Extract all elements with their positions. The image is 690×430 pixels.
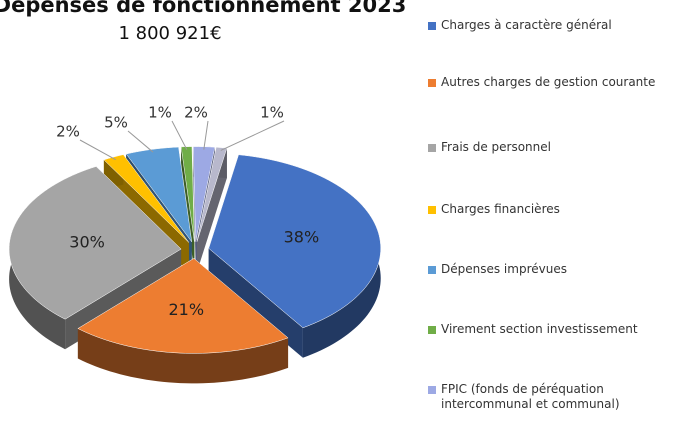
legend-swatch [428, 326, 436, 334]
slice-group [77, 258, 289, 384]
legend-swatch [428, 22, 436, 30]
slice [208, 154, 381, 329]
data-label: 2% [56, 123, 80, 141]
slice [8, 166, 182, 320]
legend-swatch [428, 386, 436, 394]
data-label: 5% [104, 114, 128, 132]
legend-entry: Virement section investissement [428, 322, 688, 337]
legend-entry: Frais de personnel [428, 140, 688, 155]
legend-entry: Dépenses imprévues [428, 262, 688, 277]
legend-entry: Autres charges de gestion courante [428, 75, 688, 90]
data-label: 1% [260, 104, 284, 122]
leader-line [127, 130, 154, 153]
data-label: 21% [169, 300, 205, 319]
slice [125, 146, 193, 242]
legend-swatch [428, 206, 436, 214]
legend-label: Dépenses imprévues [441, 262, 567, 276]
data-label: 30% [69, 233, 105, 252]
slice-group [208, 154, 381, 358]
slice [180, 146, 195, 242]
leader-line [79, 139, 116, 161]
legend-swatch [428, 144, 436, 152]
legend-label: FPIC (fonds de péréquation intercommunal… [441, 382, 620, 411]
data-label: 38% [284, 227, 320, 246]
slice-group [196, 147, 228, 272]
legend-label: Autres charges de gestion courante [441, 75, 656, 89]
legend-entry: Charges à caractère général [428, 18, 688, 33]
legend-swatch [428, 266, 436, 274]
leader-line [171, 120, 188, 150]
leader-line [203, 120, 209, 150]
legend-label: Charges à caractère général [441, 18, 612, 32]
slice-side [196, 148, 227, 272]
slice [103, 154, 190, 243]
slice-wall [77, 328, 289, 384]
data-label: 2% [184, 104, 208, 122]
chart-title: Dépenses de fonctionnement 2023 [0, 0, 406, 17]
legend-label: Frais de personnel [441, 140, 551, 154]
legend-swatch [428, 79, 436, 87]
slice [77, 258, 289, 354]
leader-line [220, 120, 285, 151]
data-label: 1% [148, 104, 172, 122]
chart-subtitle: 1 800 921€ [118, 23, 221, 44]
legend-entry: Charges financières [428, 202, 688, 217]
legend-label: Virement section investissement [441, 322, 638, 336]
legend-entry: FPIC (fonds de péréquation intercommunal… [428, 382, 688, 412]
legend-label: Charges financières [441, 202, 560, 216]
